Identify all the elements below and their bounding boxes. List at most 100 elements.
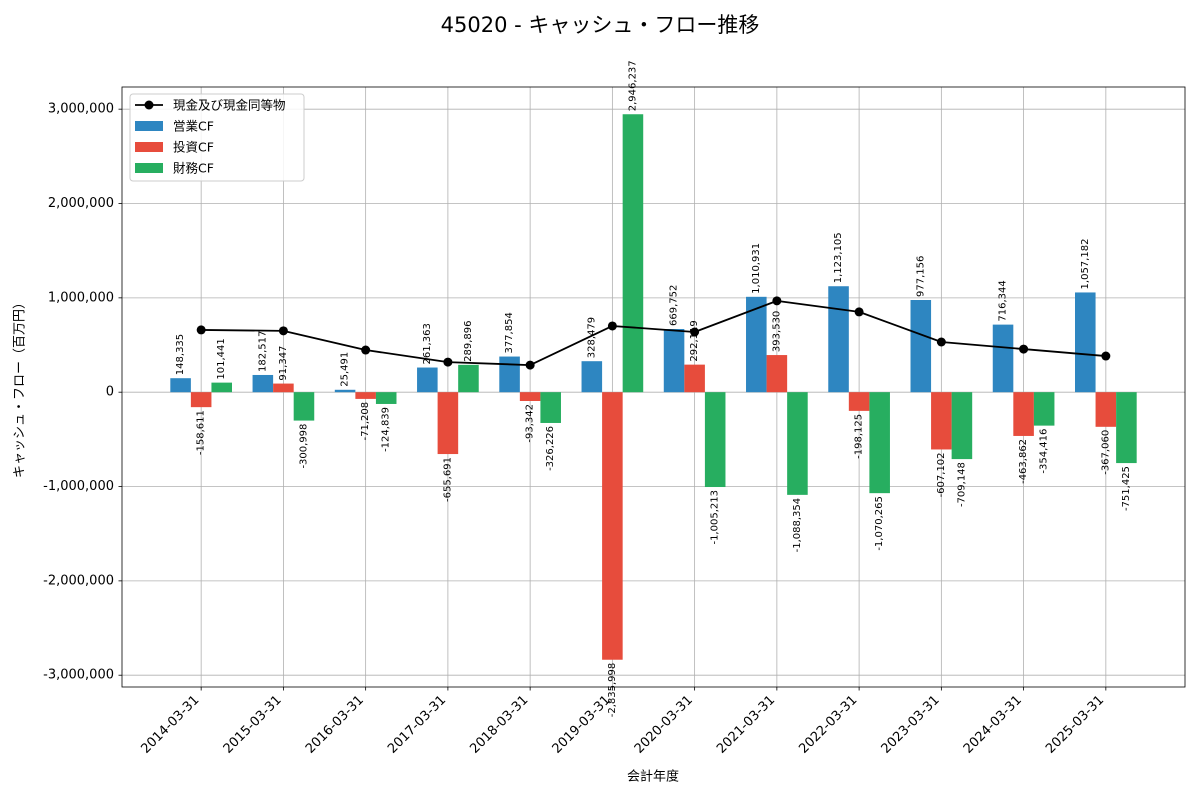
operating-cf-data-label: 1,057,182	[1080, 239, 1091, 290]
operating-cf-bar	[170, 378, 191, 393]
investing-cf-data-label: 393,530	[771, 311, 782, 352]
cash-equivalents-marker	[690, 327, 700, 337]
legend-cash-equivalents-marker-handle	[144, 100, 154, 110]
investing-cf-bar	[684, 364, 705, 393]
financing-cf-data-label: -300,998	[298, 424, 309, 469]
financing-cf-bar	[787, 392, 808, 495]
investing-cf-bar	[437, 392, 459, 455]
investing-cf-bar	[766, 355, 788, 393]
investing-cf-bar	[273, 383, 294, 393]
operating-cf-bar	[499, 356, 520, 393]
cash-equivalents-marker	[443, 357, 453, 367]
cash-equivalents-line	[201, 299, 1106, 367]
operating-cf-data-label: 716,344	[998, 280, 1009, 321]
operating-cf-bar	[417, 367, 438, 393]
axes-frame	[121, 86, 1186, 688]
financing-cf-bar	[951, 392, 973, 460]
operating-cf-bar	[581, 361, 603, 393]
investing-cf-data-label: -607,102	[936, 452, 947, 497]
operating-cf-data-label: 977,156	[915, 256, 926, 297]
financing-cf-bar	[458, 364, 479, 393]
investing-cf-data-label: -158,611	[196, 410, 207, 455]
y-tick-label: 0	[106, 385, 114, 400]
investing-cf-data-label: -367,060	[1100, 430, 1111, 475]
y-tick-label: 1,000,000	[48, 290, 114, 305]
financing-cf-data-label: -751,425	[1121, 466, 1132, 511]
legend-investing-cf-swatch	[135, 142, 163, 152]
cash-equivalents-marker	[772, 296, 782, 306]
financing-cf-bar	[211, 382, 233, 393]
investing-cf-bar	[602, 392, 623, 660]
cash-equivalents-marker	[607, 321, 617, 331]
financing-cf-data-label: 101,441	[216, 338, 227, 379]
legend-financing-cf-label: 財務CF	[173, 161, 214, 176]
legend-operating-cf-swatch	[135, 121, 163, 131]
financing-cf-data-label: -1,088,354	[792, 498, 803, 553]
legend-cash-equivalents-label: 現金及び現金同等物	[173, 98, 286, 113]
investing-cf-bar	[1013, 392, 1034, 436]
operating-cf-data-label: 377,854	[504, 312, 515, 353]
legend-investing-cf-label: 投資CF	[173, 140, 214, 155]
financing-cf-bar	[375, 392, 397, 404]
cash-equivalents-marker	[278, 326, 288, 336]
x-axis-label: 会計年度	[627, 769, 679, 785]
operating-cf-bar	[334, 389, 356, 393]
operating-cf-data-label: 669,752	[669, 285, 680, 326]
financing-cf-bar	[293, 392, 315, 421]
y-axis-label: キャッシュ・フロー（百万円）	[13, 296, 28, 478]
y-tick-label: -1,000,000	[43, 479, 114, 494]
investing-cf-bar	[519, 392, 541, 401]
operating-cf-data-label: 328,479	[586, 317, 597, 358]
operating-cf-bar	[828, 286, 849, 393]
operating-cf-data-label: 261,363	[422, 323, 433, 364]
investing-cf-bar	[931, 392, 952, 450]
cash-equivalents-marker	[196, 325, 206, 335]
operating-cf-bar	[992, 324, 1014, 393]
investing-cf-data-label: -93,342	[525, 404, 536, 443]
financing-cf-data-label: -1,070,265	[874, 496, 885, 551]
financing-cf-bar	[1033, 392, 1055, 426]
financing-cf-data-label: -709,148	[956, 462, 967, 507]
operating-cf-data-label: 148,335	[175, 334, 186, 375]
investing-cf-data-label: 91,347	[278, 346, 289, 381]
financing-cf-bar	[540, 392, 561, 423]
investing-cf-data-label: -198,125	[854, 414, 865, 459]
operating-cf-data-label: 1,010,931	[751, 243, 762, 294]
financing-cf-bar	[622, 114, 644, 393]
financing-cf-bar	[704, 392, 726, 488]
operating-cf-bar	[252, 374, 274, 393]
financing-cf-data-label: -1,005,213	[710, 490, 721, 545]
investing-cf-data-label: 292,119	[689, 320, 700, 361]
investing-cf-bar	[848, 392, 870, 411]
investing-cf-bar	[1095, 392, 1117, 427]
cash-equivalents-marker	[525, 360, 535, 370]
investing-cf-data-label: -71,208	[360, 402, 371, 441]
operating-cf-bar	[746, 296, 767, 393]
cash-equivalents-marker	[1101, 351, 1111, 361]
financing-cf-data-label: 2,946,237	[627, 60, 638, 111]
investing-cf-bar	[355, 392, 376, 399]
investing-cf-bar	[190, 392, 212, 408]
y-tick-label: 2,000,000	[48, 196, 114, 211]
operating-cf-data-label: 1,123,105	[833, 232, 844, 283]
cash-equivalents-marker	[1019, 344, 1029, 354]
investing-cf-data-label: -655,691	[442, 457, 453, 502]
financing-cf-data-label: 289,896	[463, 320, 474, 361]
operating-cf-bar	[663, 329, 685, 393]
financing-cf-bar	[1116, 392, 1137, 464]
cash-equivalents-series	[196, 296, 1111, 370]
operating-cf-bar	[1074, 292, 1096, 393]
legend-financing-cf-swatch	[135, 163, 163, 173]
y-tick-label: -2,000,000	[43, 573, 114, 588]
cash-equivalents-marker	[361, 345, 371, 355]
investing-cf-data-label: -463,862	[1018, 439, 1029, 484]
cash-equivalents-marker	[854, 307, 864, 317]
y-tick-label: 3,000,000	[48, 102, 114, 117]
legend-operating-cf-label: 営業CF	[173, 119, 214, 134]
cash-equivalents-marker	[936, 337, 946, 347]
financing-cf-bar	[869, 392, 890, 494]
operating-cf-bar	[910, 300, 932, 393]
bars	[170, 114, 1137, 660]
operating-cf-data-label: 25,491	[340, 352, 351, 387]
